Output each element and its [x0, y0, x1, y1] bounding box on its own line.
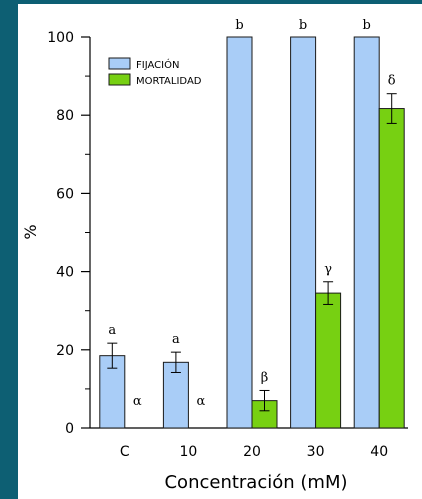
y-tick-label: 20	[56, 343, 74, 359]
y-tick-label: 60	[56, 186, 74, 202]
significance-label: b	[299, 18, 307, 33]
significance-label: a	[172, 332, 180, 347]
y-axis-label: %	[21, 224, 40, 239]
x-tick-label: C	[120, 444, 130, 460]
x-tick-label: 30	[307, 444, 325, 460]
bar-labels: a α a α b β b γ b δ	[108, 18, 395, 409]
y-tick-label: 80	[56, 108, 74, 124]
bar	[378, 108, 405, 429]
significance-label: a	[108, 323, 116, 338]
bar	[226, 36, 253, 429]
significance-label: b	[363, 18, 371, 33]
legend-swatch	[108, 73, 131, 86]
y-tick-label: 40	[56, 265, 74, 281]
bar	[162, 361, 189, 429]
legend-label: MORTALIDAD	[136, 76, 202, 87]
x-tick-label: 20	[243, 444, 261, 460]
legend-swatch	[108, 57, 131, 70]
bar	[290, 36, 317, 429]
significance-label: γ	[324, 262, 332, 277]
y-tick-label: 100	[47, 30, 74, 46]
legend-label: FIJACIÓN	[136, 58, 179, 71]
x-axis-label: Concentración (mM)	[164, 472, 347, 493]
bar	[353, 36, 380, 429]
y-tick-label: 0	[65, 421, 74, 437]
bar	[315, 292, 342, 429]
bars	[99, 36, 405, 429]
significance-label: β	[261, 370, 269, 385]
significance-label: δ	[388, 74, 396, 89]
x-tick-label: 10	[179, 444, 197, 460]
legend: FIJACIÓN MORTALIDAD	[108, 57, 202, 87]
x-tick-label: 40	[370, 444, 388, 460]
significance-label: α	[197, 394, 206, 409]
significance-label: α	[133, 394, 142, 409]
significance-label: b	[235, 18, 243, 33]
